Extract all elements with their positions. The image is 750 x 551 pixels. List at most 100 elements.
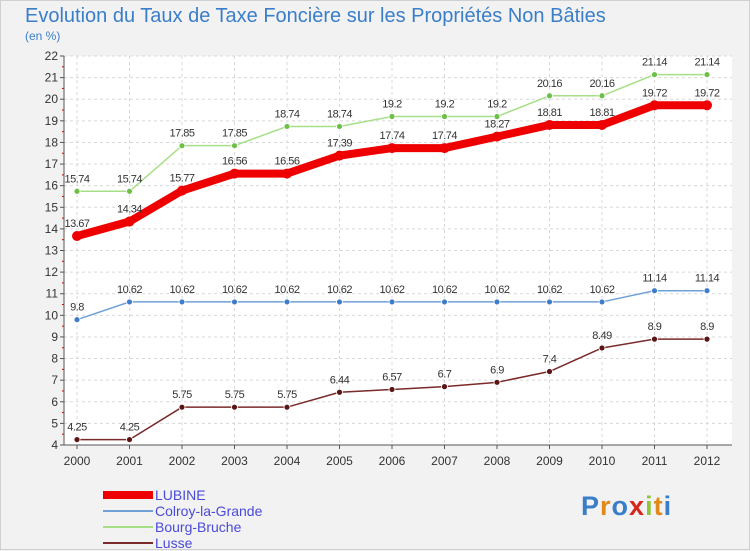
data-label-bourg-bruche: 18.74: [327, 108, 352, 120]
data-label-bourg-bruche: 15.74: [64, 173, 89, 185]
data-point-lusse: [73, 436, 81, 443]
logo-letter: r: [600, 491, 612, 521]
unit-label: (en %): [25, 29, 61, 43]
y-tick-label: 7: [51, 373, 58, 387]
data-label-lusse: 8.9: [700, 321, 714, 333]
data-point-bourg-bruche: [493, 113, 501, 120]
x-tick-label: 2001: [116, 454, 143, 468]
y-tick-label: 20: [45, 92, 59, 106]
data-point-colroy-la-grande: [546, 298, 553, 306]
legend-swatch: [103, 526, 153, 528]
data-label-lusse: 5.75: [277, 389, 297, 401]
data-point-lusse: [441, 383, 448, 391]
data-label-bourg-bruche: 19.2: [435, 99, 455, 111]
data-point-lusse: [126, 436, 133, 443]
legend-item-lusse: Lusse: [103, 535, 262, 551]
data-point-bourg-bruche: [703, 71, 711, 78]
data-point-colroy-la-grande: [178, 298, 186, 306]
legend-label: LUBINE: [155, 487, 206, 503]
y-tick-label: 12: [45, 265, 59, 279]
data-point-lubine: [387, 143, 397, 154]
y-tick-label: 13: [45, 244, 59, 258]
data-point-lusse: [598, 344, 606, 352]
data-label-colroy-la-grande: 10.62: [169, 284, 194, 296]
y-tick-label: 9: [51, 330, 58, 344]
data-point-colroy-la-grande: [493, 298, 501, 306]
data-label-lubine: 19.72: [694, 87, 719, 99]
data-label-lubine: 17.74: [432, 130, 457, 142]
data-point-bourg-bruche: [283, 123, 291, 130]
legend-label: Bourg-Bruche: [155, 519, 242, 535]
logo-letter: i: [645, 491, 654, 521]
data-label-bourg-bruche: 20.16: [589, 78, 614, 90]
data-point-lubine: [334, 150, 345, 161]
data-label-colroy-la-grande: 11.14: [642, 273, 667, 285]
y-tick-label: 4: [51, 438, 58, 452]
x-tick-label: 2006: [379, 454, 406, 468]
legend-label: Colroy-la-Grande: [155, 503, 263, 519]
data-labels: 13.67 14.34 15.77 16.56 16.56 17.39 17.74 17.74…: [64, 57, 720, 434]
axes: 4 5 6 7 8 9 10 11 12 13 14 15 16 17 18 19 20 21 22 2000 2001…: [45, 49, 732, 468]
data-label-lubine: 16.56: [274, 156, 299, 168]
data-point-bourg-bruche: [73, 187, 81, 195]
proxiti-logo: Proxiti: [581, 491, 672, 522]
data-point-lusse: [651, 335, 658, 343]
data-label-bourg-bruche: 17.85: [222, 128, 247, 140]
data-label-colroy-la-grande: 10.62: [327, 284, 352, 296]
data-point-bourg-bruche: [231, 142, 238, 150]
x-tick-label: 2009: [536, 454, 563, 468]
data-point-lubine: [597, 119, 607, 130]
data-point-lubine: [72, 231, 82, 242]
data-point-lubine: [124, 216, 135, 227]
data-label-lubine: 13.67: [64, 218, 89, 230]
data-point-lubine: [177, 185, 187, 196]
logo-letter: i: [663, 491, 673, 521]
data-label-lubine: 18.81: [589, 107, 614, 119]
data-label-lusse: 4.25: [120, 422, 140, 434]
data-point-colroy-la-grande: [598, 298, 606, 306]
y-tick-label: 17: [45, 157, 59, 171]
y-tick-label: 5: [51, 416, 58, 430]
data-label-bourg-bruche: 20.16: [537, 78, 562, 90]
data-point-bourg-bruche: [126, 187, 133, 195]
data-label-lusse: 6.7: [438, 369, 452, 381]
data-point-colroy-la-grande: [231, 298, 238, 306]
data-label-lusse: 5.75: [172, 389, 192, 401]
data-point-lubine: [282, 168, 292, 179]
data-label-lusse: 7.4: [543, 354, 557, 366]
legend-item-lubine: LUBINE: [103, 487, 262, 503]
y-tick-label: 21: [45, 71, 59, 85]
data-point-colroy-la-grande: [651, 287, 658, 295]
logo-letter: t: [653, 491, 664, 521]
chart-title: Evolution du Taux de Taxe Foncière sur l…: [25, 5, 606, 27]
data-point-lusse: [493, 378, 501, 386]
data-label-lusse: 6.9: [490, 364, 504, 376]
data-label-colroy-la-grande: 10.62: [484, 284, 509, 296]
data-label-colroy-la-grande: 10.62: [589, 284, 614, 296]
series-group: [72, 71, 712, 443]
x-tick-label: 2000: [64, 454, 91, 468]
data-label-colroy-la-grande: 10.62: [537, 284, 562, 296]
data-label-colroy-la-grande: 9.8: [70, 302, 84, 314]
data-label-colroy-la-grande: 10.62: [432, 284, 457, 296]
y-tick-label: 15: [45, 200, 59, 214]
data-label-colroy-la-grande: 11.14: [695, 273, 720, 285]
data-label-lubine: 19.72: [642, 87, 667, 99]
data-point-lusse: [703, 335, 711, 343]
y-tick-label: 14: [45, 222, 59, 236]
legend-item-bourg-bruche: Bourg-Bruche: [103, 519, 262, 535]
data-point-colroy-la-grande: [388, 298, 396, 306]
data-label-lusse: 4.25: [67, 422, 87, 434]
data-point-bourg-bruche: [336, 123, 343, 130]
data-point-lusse: [546, 368, 553, 375]
data-point-colroy-la-grande: [703, 287, 711, 295]
data-label-lusse: 6.57: [382, 371, 402, 383]
logo-letter: o: [611, 491, 630, 521]
data-point-bourg-bruche: [651, 71, 658, 78]
data-label-lubine: 17.74: [379, 130, 404, 142]
x-tick-label: 2010: [589, 454, 616, 468]
data-label-bourg-bruche: 21.14: [694, 57, 719, 69]
data-point-bourg-bruche: [388, 113, 396, 120]
logo-letter: x: [629, 491, 646, 521]
